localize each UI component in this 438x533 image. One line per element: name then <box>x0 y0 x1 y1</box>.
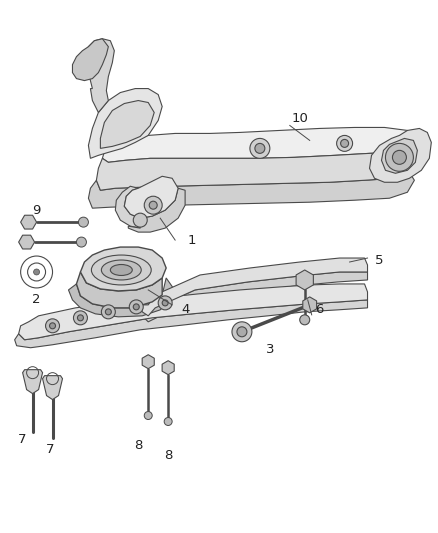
Polygon shape <box>128 188 185 232</box>
Polygon shape <box>19 235 35 249</box>
Ellipse shape <box>92 255 151 285</box>
Polygon shape <box>162 361 174 375</box>
Text: 4: 4 <box>181 303 189 317</box>
Circle shape <box>337 135 353 151</box>
Polygon shape <box>42 376 63 400</box>
Text: 9: 9 <box>32 204 41 217</box>
Text: 6: 6 <box>315 303 324 317</box>
Polygon shape <box>14 300 367 348</box>
Circle shape <box>162 300 168 306</box>
Circle shape <box>78 315 83 321</box>
Circle shape <box>385 143 413 171</box>
Polygon shape <box>21 215 37 229</box>
Polygon shape <box>140 258 367 316</box>
Text: 5: 5 <box>375 254 384 266</box>
Polygon shape <box>142 355 154 369</box>
Text: 8: 8 <box>134 439 142 452</box>
Circle shape <box>49 323 56 329</box>
Polygon shape <box>124 176 178 218</box>
Circle shape <box>149 201 157 209</box>
Polygon shape <box>381 139 417 173</box>
Polygon shape <box>102 127 414 163</box>
Circle shape <box>34 269 39 275</box>
Ellipse shape <box>101 260 141 280</box>
Text: 8: 8 <box>164 449 172 462</box>
Polygon shape <box>19 284 367 340</box>
Polygon shape <box>370 128 431 182</box>
Circle shape <box>341 140 349 148</box>
Circle shape <box>144 196 162 214</box>
Text: 2: 2 <box>32 293 41 306</box>
Circle shape <box>129 300 143 314</box>
Text: 1: 1 <box>188 233 196 247</box>
Polygon shape <box>88 172 414 208</box>
Text: 7: 7 <box>18 433 27 446</box>
Circle shape <box>232 322 252 342</box>
Circle shape <box>77 237 86 247</box>
Circle shape <box>101 305 115 319</box>
Text: 3: 3 <box>265 343 274 356</box>
Polygon shape <box>115 186 140 228</box>
Polygon shape <box>100 101 154 148</box>
Circle shape <box>74 311 88 325</box>
Polygon shape <box>68 278 173 317</box>
Circle shape <box>300 315 310 325</box>
Polygon shape <box>81 247 166 291</box>
Circle shape <box>164 417 172 425</box>
Polygon shape <box>96 148 414 190</box>
Circle shape <box>133 213 147 227</box>
Text: 7: 7 <box>46 443 55 456</box>
Circle shape <box>133 304 139 310</box>
Ellipse shape <box>110 264 132 276</box>
Polygon shape <box>72 39 108 80</box>
Polygon shape <box>144 272 367 322</box>
Polygon shape <box>23 370 42 393</box>
Circle shape <box>144 411 152 419</box>
Circle shape <box>237 327 247 337</box>
Circle shape <box>46 319 60 333</box>
Circle shape <box>78 217 88 227</box>
Polygon shape <box>296 270 313 290</box>
Circle shape <box>106 309 111 315</box>
Text: 10: 10 <box>291 112 308 125</box>
Circle shape <box>255 143 265 154</box>
Polygon shape <box>303 297 317 313</box>
Circle shape <box>392 150 406 164</box>
Polygon shape <box>77 272 162 308</box>
Polygon shape <box>88 88 162 158</box>
Polygon shape <box>86 39 114 112</box>
Circle shape <box>158 296 172 310</box>
Circle shape <box>250 139 270 158</box>
